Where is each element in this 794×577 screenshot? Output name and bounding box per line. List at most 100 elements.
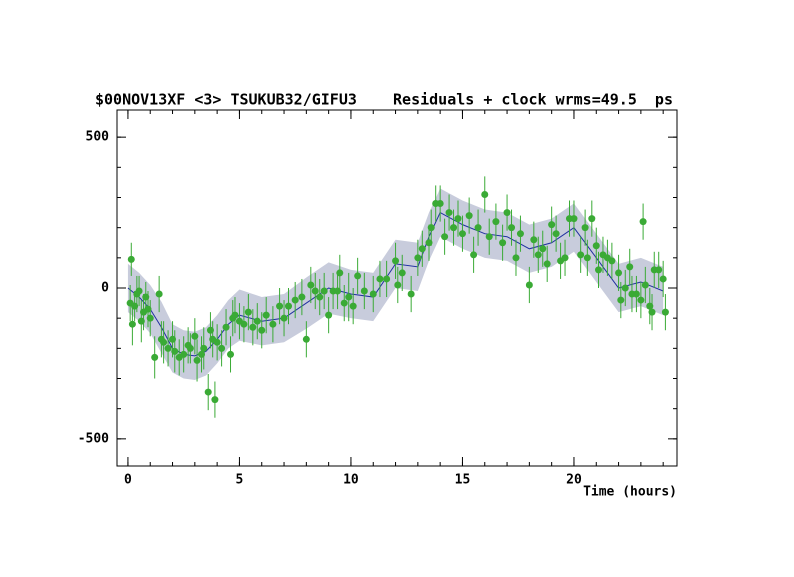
data-point — [213, 338, 221, 346]
data-point — [641, 281, 649, 289]
data-point — [485, 233, 493, 241]
data-point — [454, 215, 462, 223]
y-tick-label: 0 — [101, 281, 109, 296]
data-point — [512, 254, 520, 262]
data-point — [307, 281, 315, 289]
data-point — [659, 275, 667, 283]
data-point — [441, 233, 449, 241]
data-point — [151, 353, 159, 361]
data-point — [253, 317, 261, 325]
data-point — [577, 251, 585, 259]
data-point — [354, 272, 362, 280]
data-point — [570, 215, 578, 223]
data-point — [320, 287, 328, 295]
data-point — [621, 284, 629, 292]
data-point — [492, 218, 500, 226]
data-point — [258, 326, 266, 334]
data-point — [594, 266, 602, 274]
data-point — [534, 251, 542, 259]
y-tick-label: -500 — [78, 431, 109, 446]
data-point — [340, 299, 348, 307]
data-point — [499, 239, 507, 247]
data-point — [508, 224, 516, 232]
data-point — [398, 269, 406, 277]
data-point — [204, 388, 212, 396]
data-point — [632, 290, 640, 298]
data-point — [262, 311, 270, 319]
data-point — [135, 287, 143, 295]
x-tick-label: 0 — [124, 473, 132, 488]
data-point — [637, 296, 645, 304]
data-point — [418, 245, 426, 253]
data-point — [539, 245, 547, 253]
data-point — [160, 338, 168, 346]
data-point — [465, 212, 473, 220]
data-point — [211, 396, 219, 404]
data-point — [548, 221, 556, 229]
data-point — [164, 344, 172, 352]
data-point — [474, 224, 482, 232]
data-point — [269, 320, 277, 328]
data-point — [427, 224, 435, 232]
data-point — [231, 311, 239, 319]
data-point — [285, 302, 293, 310]
data-point — [639, 218, 647, 226]
data-point — [200, 344, 208, 352]
y-tick-label: 500 — [86, 130, 110, 145]
data-point — [128, 320, 136, 328]
data-point — [127, 255, 135, 263]
data-point — [481, 190, 489, 198]
data-point — [655, 266, 663, 274]
data-point — [516, 230, 524, 238]
data-point — [436, 200, 444, 208]
data-point — [383, 275, 391, 283]
data-point — [311, 287, 319, 295]
data-point — [298, 293, 306, 301]
data-point — [191, 332, 199, 340]
data-point — [227, 350, 235, 358]
data-point — [414, 254, 422, 262]
data-point — [302, 335, 310, 343]
data-point — [325, 311, 333, 319]
x-tick-label: 15 — [455, 473, 471, 488]
data-point — [240, 320, 248, 328]
data-point — [608, 257, 616, 265]
data-point — [276, 302, 284, 310]
data-point — [407, 290, 415, 298]
x-tick-label: 5 — [236, 473, 244, 488]
data-point — [561, 254, 569, 262]
data-point — [186, 344, 194, 352]
data-point — [193, 356, 201, 364]
x-axis-label: Time (hours) — [583, 485, 677, 500]
data-point — [244, 308, 252, 316]
data-point — [360, 287, 368, 295]
x-tick-label: 20 — [566, 473, 582, 488]
data-point — [392, 257, 400, 265]
data-point — [458, 230, 466, 238]
data-point — [617, 296, 625, 304]
data-point — [291, 296, 299, 304]
data-point — [218, 344, 226, 352]
data-point — [503, 209, 511, 217]
data-point — [222, 323, 230, 331]
data-point — [552, 230, 560, 238]
data-point — [588, 215, 596, 223]
data-point — [171, 347, 179, 355]
data-point — [336, 269, 344, 277]
data-point — [530, 236, 538, 244]
data-point — [376, 275, 384, 283]
data-point — [349, 302, 357, 310]
data-point — [155, 290, 163, 298]
data-point — [470, 251, 478, 259]
data-point — [180, 350, 188, 358]
data-point — [280, 314, 288, 322]
chart-title: $00NOV13XF <3> TSUKUB32/GIFU3 Residuals … — [95, 91, 673, 109]
data-point — [581, 224, 589, 232]
x-tick-label: 10 — [343, 473, 359, 488]
data-point — [450, 224, 458, 232]
data-point — [316, 293, 324, 301]
data-point — [626, 263, 634, 271]
data-point — [525, 281, 533, 289]
data-point — [445, 209, 453, 217]
